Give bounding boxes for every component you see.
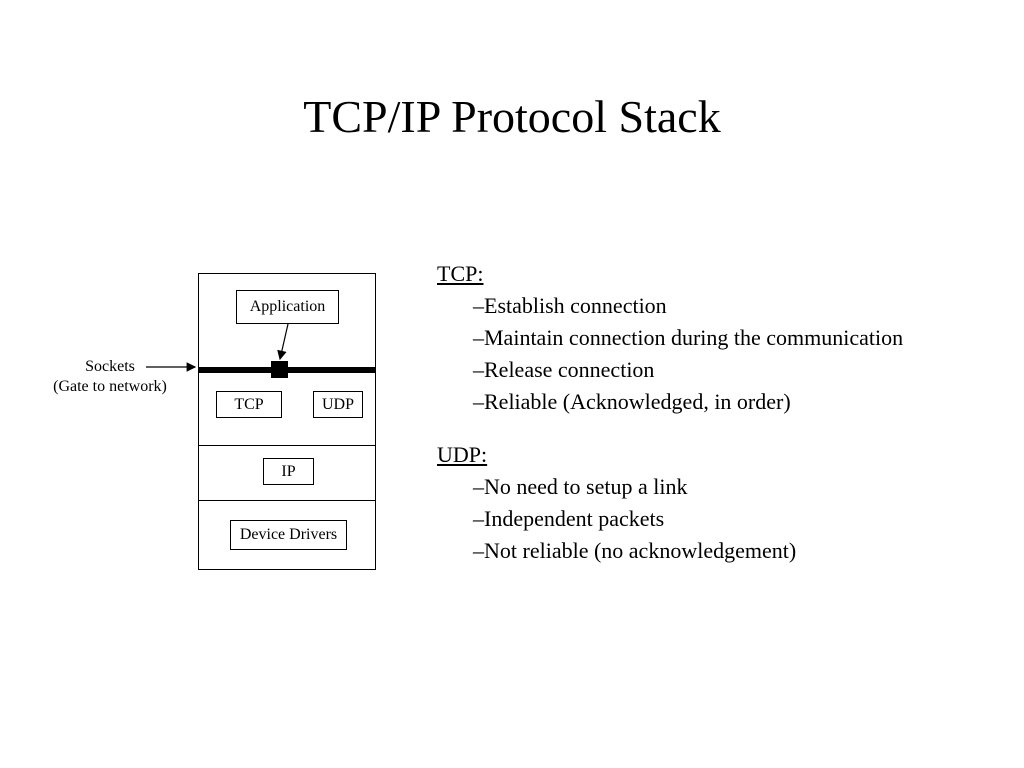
section-udp: UDP: –No need to setup a link –Independe… — [437, 439, 997, 567]
bullet-tcp-2: –Release connection — [473, 354, 997, 386]
bullets-udp: –No need to setup a link –Independent pa… — [437, 471, 997, 567]
section-tcp: TCP: –Establish connection –Maintain con… — [437, 258, 997, 417]
heading-tcp: TCP: — [437, 258, 997, 290]
bullet-udp-2: –Not reliable (no acknowledgement) — [473, 535, 997, 567]
slide: TCP/IP Protocol Stack Application TCP UD… — [0, 0, 1024, 768]
content-region: TCP: –Establish connection –Maintain con… — [437, 258, 997, 589]
bullet-tcp-3: –Reliable (Acknowledged, in order) — [473, 386, 997, 418]
bullet-udp-0: –No need to setup a link — [473, 471, 997, 503]
bullet-tcp-0: –Establish connection — [473, 290, 997, 322]
bullet-tcp-1: –Maintain connection during the communic… — [473, 322, 997, 354]
heading-udp: UDP: — [437, 439, 997, 471]
bullets-tcp: –Establish connection –Maintain connecti… — [437, 290, 997, 418]
bullet-udp-1: –Independent packets — [473, 503, 997, 535]
